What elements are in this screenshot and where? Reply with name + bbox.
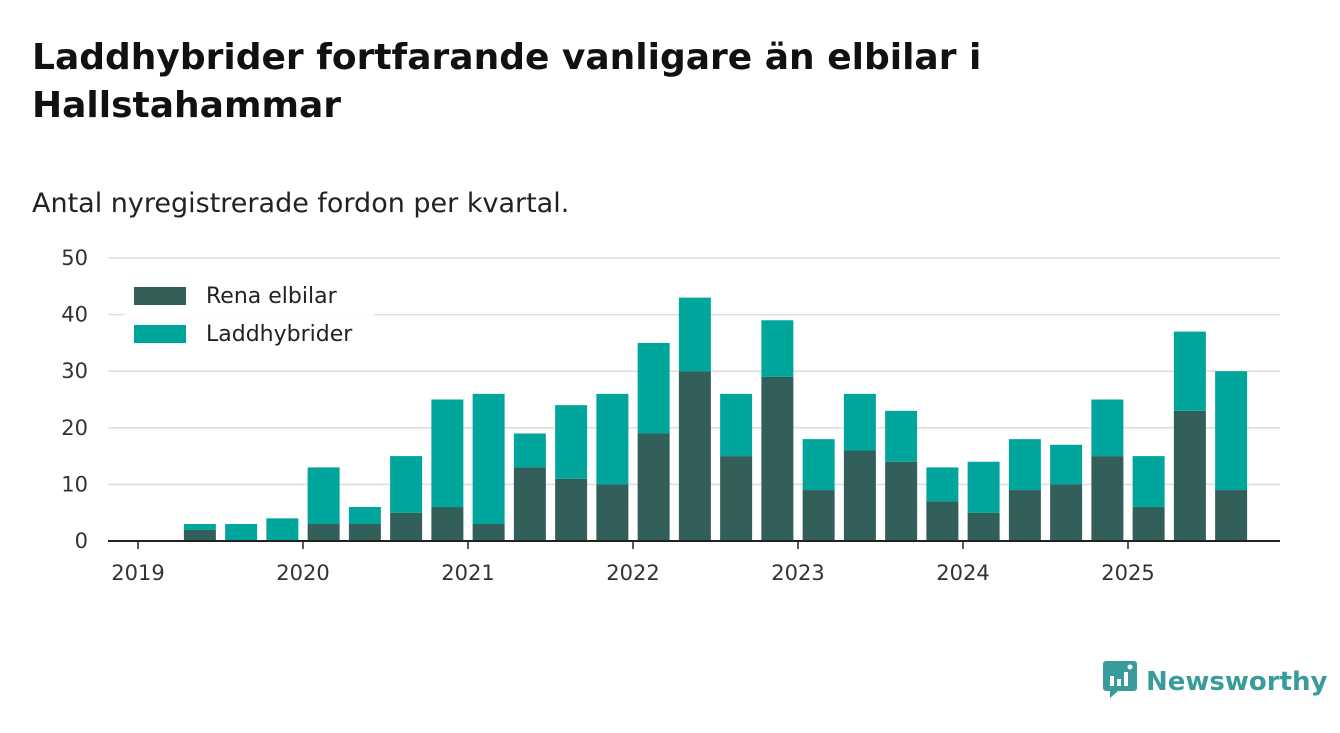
bar-rena-elbilar[interactable] — [1173, 410, 1206, 541]
bar-laddhybrider[interactable] — [1008, 439, 1041, 491]
bar-rena-elbilar[interactable] — [431, 507, 464, 541]
bar-laddhybrider[interactable] — [843, 393, 876, 451]
legend-label: Laddhybrider — [206, 322, 353, 347]
bar-rena-elbilar[interactable] — [1008, 490, 1041, 541]
bar-laddhybrider[interactable] — [678, 297, 711, 372]
bar-rena-elbilar[interactable] — [390, 512, 423, 541]
x-tick-label: 2025 — [1101, 561, 1154, 585]
legend-swatch — [134, 325, 186, 343]
bar-rena-elbilar[interactable] — [1050, 484, 1083, 541]
bar-rena-elbilar[interactable] — [183, 529, 216, 541]
bar-laddhybrider[interactable] — [472, 393, 505, 525]
bar-laddhybrider[interactable] — [761, 320, 794, 377]
bar-rena-elbilar[interactable] — [637, 433, 670, 541]
newsworthy-brand[interactable]: Newsworthy — [1102, 660, 1328, 704]
bar-rena-elbilar[interactable] — [1132, 507, 1165, 541]
bar-laddhybrider[interactable] — [596, 393, 629, 485]
bar-rena-elbilar[interactable] — [926, 501, 959, 541]
bar-laddhybrider[interactable] — [1050, 444, 1083, 485]
bar-rena-elbilar[interactable] — [1091, 456, 1124, 541]
x-tick-label: 2023 — [771, 561, 824, 585]
bar-rena-elbilar[interactable] — [1215, 490, 1248, 541]
bar-laddhybrider[interactable] — [266, 518, 299, 541]
bar-laddhybrider[interactable] — [1132, 456, 1165, 508]
bars — [183, 297, 1248, 541]
bar-rena-elbilar[interactable] — [720, 456, 753, 541]
y-axis-ticks: 0 10 20 30 40 50 — [61, 246, 88, 553]
bar-rena-elbilar[interactable] — [307, 524, 340, 541]
bar-rena-elbilar[interactable] — [472, 524, 505, 541]
newsworthy-logo-icon — [1102, 660, 1138, 704]
bar-laddhybrider[interactable] — [885, 410, 918, 462]
bar-rena-elbilar[interactable] — [802, 490, 835, 541]
bar-laddhybrider[interactable] — [1173, 331, 1206, 411]
bar-rena-elbilar[interactable] — [967, 512, 1000, 541]
legend-swatch — [134, 287, 186, 305]
x-tick-label: 2022 — [606, 561, 659, 585]
bar-rena-elbilar[interactable] — [596, 484, 629, 541]
y-tick-label: 30 — [61, 359, 88, 383]
bar-laddhybrider[interactable] — [720, 393, 753, 457]
y-tick-label: 20 — [61, 416, 88, 440]
chart-title: Laddhybrider fortfarande vanligare än el… — [32, 37, 982, 126]
bar-laddhybrider[interactable] — [348, 507, 381, 525]
bar-laddhybrider[interactable] — [513, 433, 546, 468]
bar-laddhybrider[interactable] — [926, 467, 959, 502]
bar-laddhybrider[interactable] — [1215, 371, 1248, 491]
x-tick-label: 2020 — [276, 561, 329, 585]
y-tick-label: 10 — [61, 472, 88, 496]
bar-laddhybrider[interactable] — [967, 461, 1000, 513]
bar-laddhybrider[interactable] — [1091, 399, 1124, 457]
x-tick-label: 2021 — [441, 561, 494, 585]
bar-rena-elbilar[interactable] — [678, 371, 711, 541]
bar-rena-elbilar[interactable] — [761, 376, 794, 541]
chart-subtitle: Antal nyregistrerade fordon per kvartal. — [32, 188, 570, 219]
x-tick-label: 2019 — [111, 561, 164, 585]
x-tick-label: 2024 — [936, 561, 989, 585]
bar-laddhybrider[interactable] — [431, 399, 464, 508]
bar-laddhybrider[interactable] — [637, 342, 670, 434]
y-tick-label: 50 — [61, 246, 88, 270]
legend: Rena elbilar Laddhybrider — [124, 278, 374, 352]
bar-rena-elbilar[interactable] — [885, 461, 918, 541]
brand-name: Newsworthy — [1146, 667, 1328, 697]
bar-laddhybrider[interactable] — [390, 456, 423, 513]
y-tick-label: 0 — [75, 529, 88, 553]
bar-laddhybrider[interactable] — [802, 439, 835, 491]
bar-rena-elbilar[interactable] — [513, 467, 546, 541]
bar-laddhybrider[interactable] — [183, 524, 216, 530]
bar-laddhybrider[interactable] — [555, 405, 588, 479]
bar-rena-elbilar[interactable] — [843, 450, 876, 541]
bar-rena-elbilar[interactable] — [348, 524, 381, 541]
bar-laddhybrider[interactable] — [225, 524, 258, 541]
bar-laddhybrider[interactable] — [307, 467, 340, 525]
bar-rena-elbilar[interactable] — [555, 478, 588, 541]
y-tick-label: 40 — [61, 303, 88, 327]
x-axis-ticks: 2019 2020 2021 2022 2023 2024 2025 — [111, 541, 1155, 585]
legend-label: Rena elbilar — [206, 284, 338, 309]
